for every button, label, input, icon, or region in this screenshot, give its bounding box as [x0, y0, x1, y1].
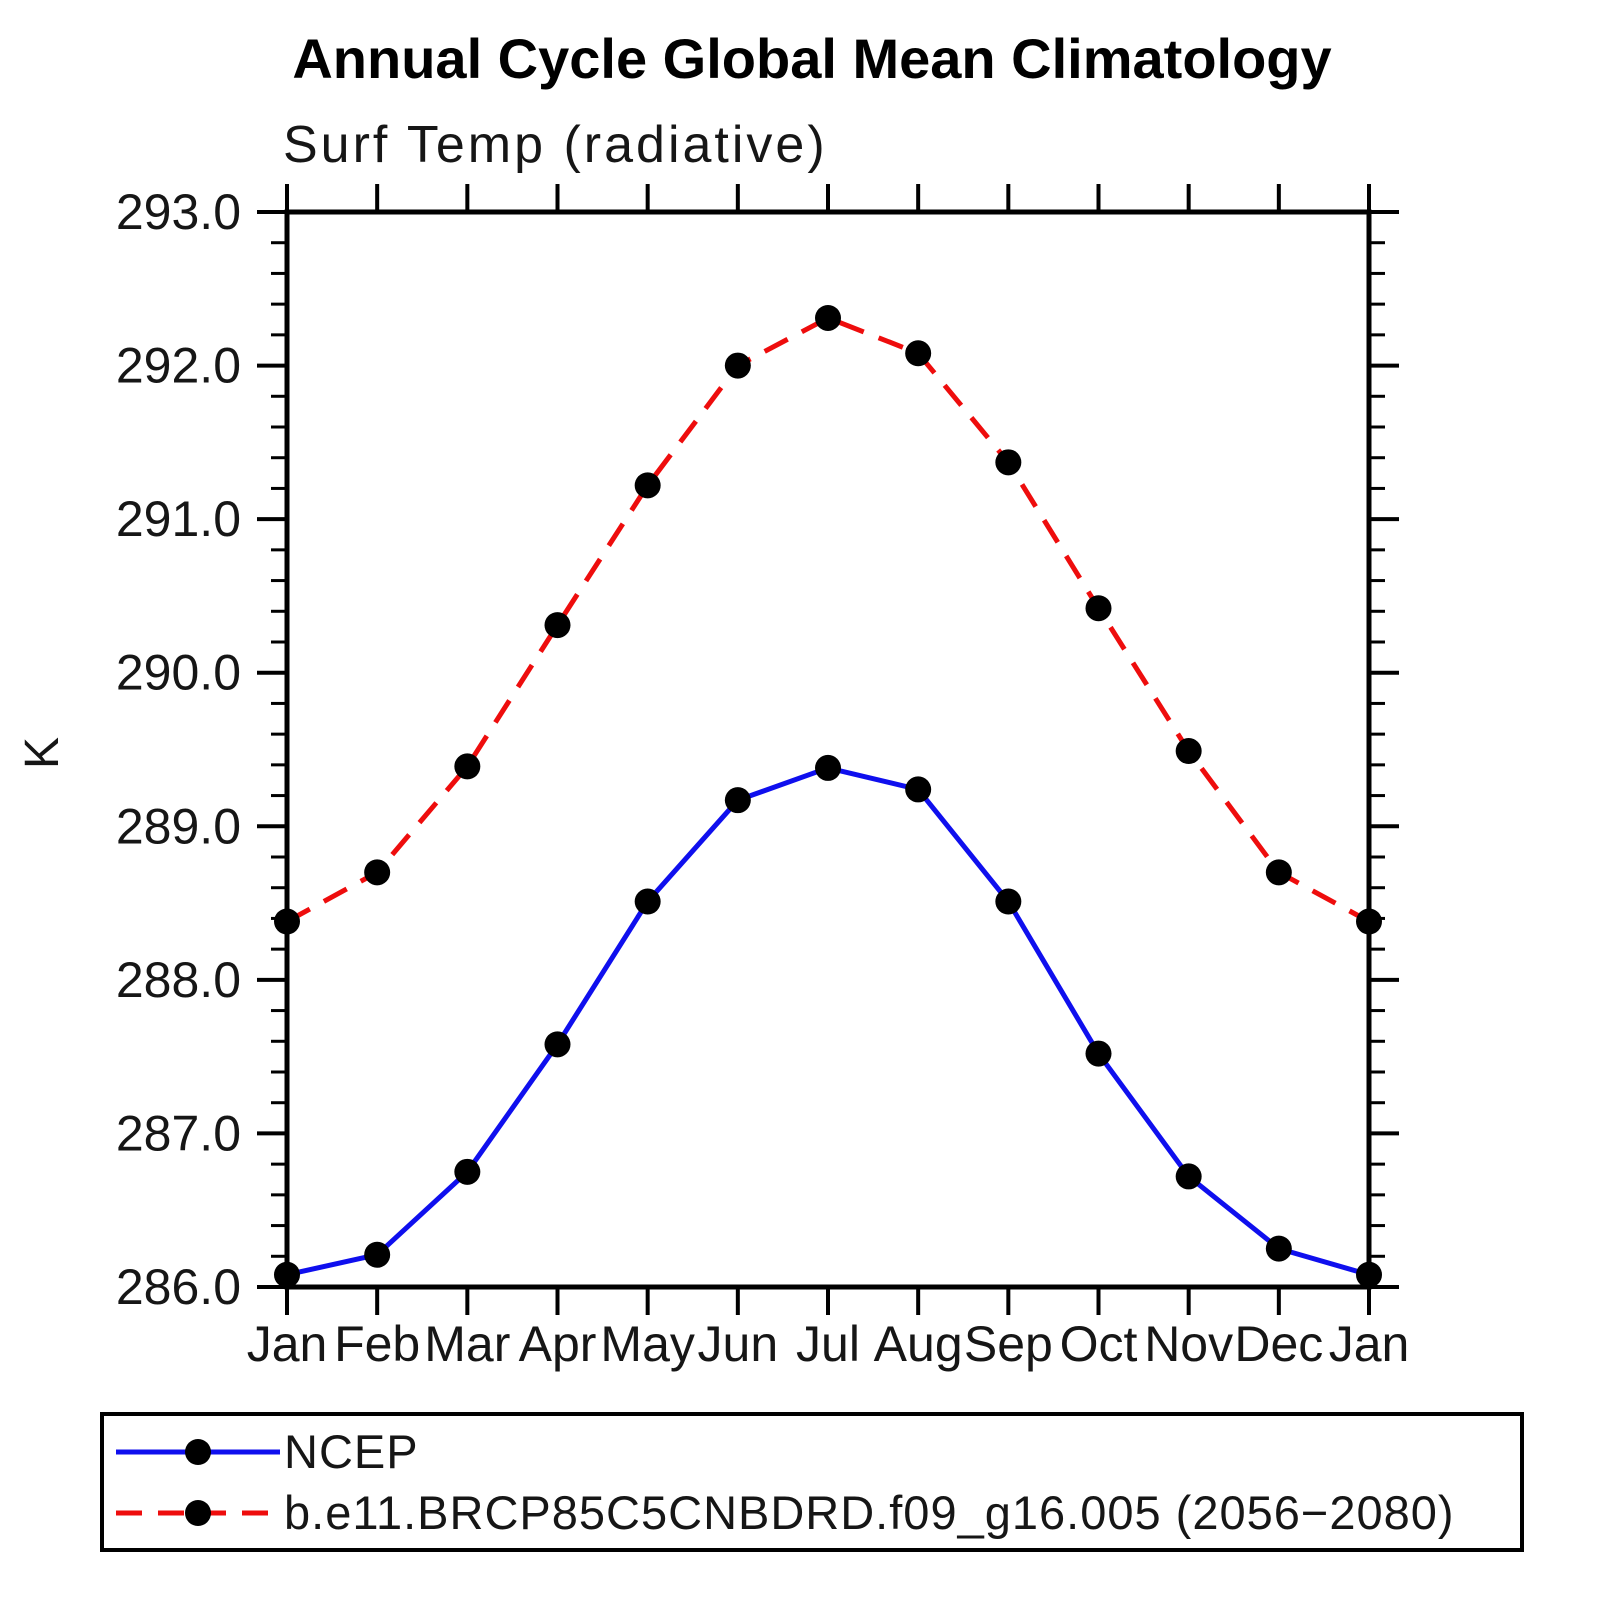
- x-axis-tick-label: Jun: [698, 1316, 779, 1372]
- data-point-marker-ncep: [274, 1261, 300, 1288]
- chart-title: Annual Cycle Global Mean Climatology: [292, 27, 1331, 90]
- chart-subtitle: Surf Temp (radiative): [283, 116, 828, 174]
- data-point-marker-model: [1085, 595, 1112, 622]
- data-point-marker-model: [1175, 738, 1202, 765]
- x-axis-tick-label: Sep: [964, 1316, 1053, 1372]
- series-line-ncep: [286, 765, 1370, 1278]
- plot-contents: 286.0 287.0 288.0 289.0 290.0 291.0 292.0 293.0…: [116, 184, 1409, 1372]
- chart-plot-area: Annual Cycle Global Mean Climatology Sur…: [16, 27, 1409, 1372]
- data-point-marker-ncep: [454, 1158, 481, 1185]
- data-point-marker-ncep: [544, 1031, 571, 1058]
- y-axis-tick-label: 291.0: [116, 491, 241, 547]
- data-point-marker-ncep: [1175, 1163, 1202, 1190]
- data-point-marker-model: [364, 859, 391, 886]
- y-axis-tick-label: 290.0: [116, 645, 241, 701]
- data-point-marker-model: [634, 472, 661, 499]
- y-axis-tick-label: 292.0: [116, 338, 241, 394]
- data-point-marker-ncep: [1085, 1040, 1112, 1067]
- data-point-marker-model: [905, 340, 932, 367]
- plot-frame: [284, 209, 1372, 1290]
- y-axis-tick-label: 289.0: [116, 798, 241, 854]
- data-point-marker-model: [544, 612, 571, 639]
- y-axis-title: K: [16, 735, 69, 769]
- x-axis-tick-label: Jul: [796, 1316, 860, 1372]
- data-point-marker-ncep: [724, 787, 751, 814]
- legend-item-ncep: NCEP: [112, 1424, 1520, 1479]
- legend-label-model: b.e11.BRCP85C5CNBDRD.f09_g16.005 (2056−2…: [284, 1486, 1455, 1539]
- legend-solid-line-swatch: [116, 1438, 280, 1465]
- x-axis-tick-label: Dec: [1234, 1316, 1323, 1372]
- series-line-model: [285, 315, 1371, 924]
- legend-label-ncep: NCEP: [284, 1425, 419, 1478]
- x-axis-tick-label: Feb: [334, 1316, 420, 1372]
- x-axis-tick-label: Nov: [1144, 1316, 1233, 1372]
- data-point-marker-ncep: [1356, 1261, 1382, 1288]
- data-point-marker-model: [724, 352, 751, 379]
- x-axis-tick-label: Mar: [424, 1316, 510, 1372]
- data-point-marker-model: [274, 908, 300, 935]
- x-axis-tick-label: Apr: [519, 1316, 597, 1372]
- legend-marker-dot: [185, 1438, 211, 1465]
- data-point-marker-model: [1265, 859, 1292, 886]
- x-axis-tick-label: Jan: [247, 1316, 328, 1372]
- y-axis-tick-label: 286.0: [116, 1259, 241, 1315]
- x-axis-tick-label: Oct: [1060, 1316, 1138, 1372]
- data-point-marker-model: [995, 449, 1022, 476]
- legend-marker-dot: [185, 1499, 211, 1526]
- legend-item-model: b.e11.BRCP85C5CNBDRD.f09_g16.005 (2056−2…: [112, 1485, 1520, 1540]
- data-point-marker-ncep: [1265, 1235, 1292, 1262]
- y-axis-tick-label: 293.0: [116, 184, 241, 240]
- data-point-marker-ncep: [364, 1241, 391, 1268]
- data-point-marker-ncep: [634, 888, 661, 915]
- legend-dashed-line-swatch: [116, 1499, 280, 1526]
- x-axis-tick-label: Jan: [1329, 1316, 1410, 1372]
- data-point-marker-model: [1356, 908, 1382, 935]
- y-axis-tick-label: 287.0: [116, 1105, 241, 1161]
- y-axis-tick-label: 288.0: [116, 952, 241, 1008]
- data-point-marker-ncep: [995, 888, 1022, 915]
- x-axis-tick-label: Aug: [874, 1316, 963, 1372]
- data-point-marker-model: [454, 753, 481, 780]
- x-axis-tick-label: May: [600, 1316, 694, 1372]
- data-point-marker-model: [815, 304, 841, 331]
- legend: NCEP b.e11.BRCP85C5CNBDRD.f09_g16.005 (2…: [100, 1412, 1524, 1552]
- data-point-marker-ncep: [815, 754, 841, 781]
- data-point-marker-ncep: [905, 776, 932, 803]
